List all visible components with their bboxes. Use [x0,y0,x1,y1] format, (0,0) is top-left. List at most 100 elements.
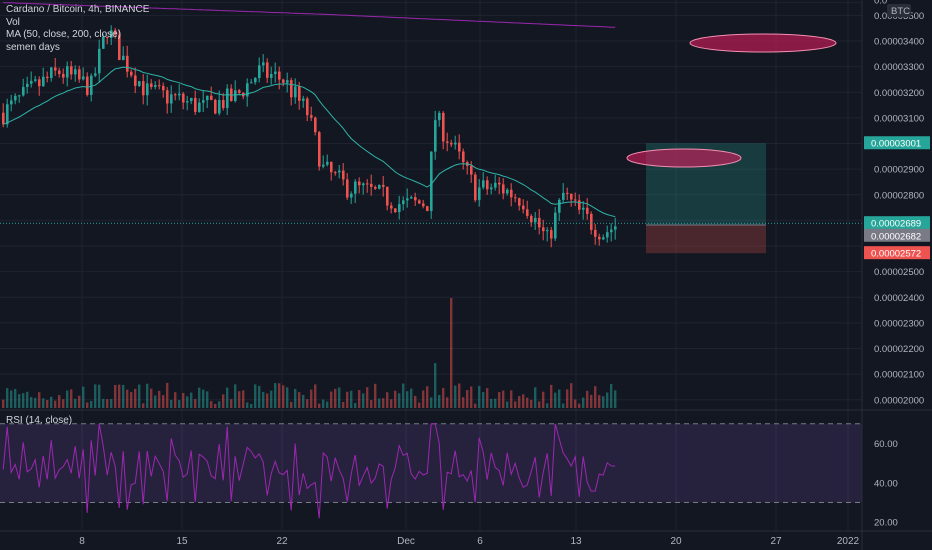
candle-body [334,172,337,174]
candle-body [82,76,85,80]
volume-bar [310,389,313,408]
volume-bar [198,387,201,408]
volume-bar [538,401,541,408]
ma-legend[interactable]: MA (50, close, 200, close) [6,29,122,40]
volume-bar [78,395,81,408]
candle-body [470,165,473,175]
note-legend[interactable]: semen days [6,41,60,53]
volume-bar [14,388,17,408]
candle-body [46,76,49,79]
volume-bar [438,395,441,408]
volume-bar [446,397,449,408]
candle-body [430,151,433,212]
volume-bar [206,391,209,408]
rsi-legend[interactable]: RSI (14, close) [6,415,73,426]
stop-price-badge: 0.00002572 [871,249,921,260]
candle-body [598,236,601,240]
volume-bar [50,396,53,408]
entry-price-badge-bg [864,228,930,242]
candle-body [478,187,481,201]
volume-bar [594,386,597,408]
volume-bar [42,398,45,408]
candle-body [186,101,189,103]
volume-bar [518,396,521,408]
candle-body [362,183,365,186]
volume-bar [482,392,485,408]
volume-bar [466,390,469,408]
volume-bar [2,399,5,408]
volume-bar [174,392,177,408]
volume-bar [94,384,97,408]
time-tick-label: 22 [276,536,288,547]
volume-bar [146,383,149,408]
volume-bar [110,399,113,408]
candle-body [422,203,425,207]
candle-body [330,161,333,173]
volume-bar [366,387,369,408]
candle-body [490,187,493,190]
volume-bar [10,390,13,408]
volume-bar [370,400,373,408]
volume-bar [514,401,517,408]
volume-bar [374,383,377,408]
candle-body [306,98,309,116]
volume-bar [234,384,237,408]
volume-bar [242,390,245,408]
candle-body [322,164,325,167]
volume-bar [326,401,329,408]
candle-body [86,76,89,95]
candle-body [486,180,489,190]
candle-body [34,79,37,81]
volume-bar [526,397,529,408]
volume-bar [362,393,365,408]
volume-bar [170,399,173,408]
volume-bar [582,397,585,408]
ellipse-top [689,33,837,53]
volume-bar [458,383,461,408]
volume-bar [542,391,545,408]
candle-body [270,74,273,78]
volume-bar [254,384,257,408]
candle-body [262,62,265,66]
volume-bar [142,403,145,408]
candle-body [326,161,329,165]
time-tick-label: 13 [570,536,582,547]
candle-body [98,48,101,74]
candle-body [562,192,565,200]
candle-body [66,66,69,78]
volume-bar [150,388,153,408]
symbol-title[interactable]: Cardano / Bitcoin, 4h, BINANCE [6,4,150,15]
volume-bar [278,383,281,408]
volume-bar [86,402,89,408]
volume-legend[interactable]: Vol [6,16,20,28]
candle-body [338,170,341,173]
candle-body [142,81,145,96]
volume-bar [498,391,501,408]
time-tick-label: 27 [770,536,782,547]
volume-bar [210,401,213,408]
volume-bar [166,382,169,408]
volume-bar [238,391,241,408]
grid-lines [0,0,932,530]
candle-body [530,215,533,223]
volume-bar [202,389,205,408]
rsi-line [2,423,616,519]
candle-body [210,95,213,100]
volume-bar [342,401,345,408]
candle-body [258,65,261,79]
volume-bar [18,394,21,408]
volume-bar [98,384,101,408]
volume-bar [246,402,249,408]
ellipse-annotations[interactable] [626,33,837,168]
candle-body [22,86,25,96]
volume-bar [410,388,413,408]
volume-bar [502,390,505,408]
volume-bar [610,383,613,408]
candle-body [354,181,357,194]
candle-body [166,90,169,104]
candle-body [38,79,41,87]
candle-body [406,198,409,201]
volume-bar [570,383,573,408]
candle-body [194,97,197,112]
